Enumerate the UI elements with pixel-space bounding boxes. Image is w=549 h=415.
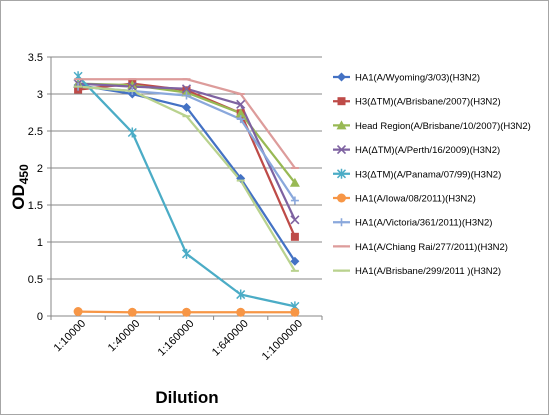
legend-label: HA1(A/Brisbane/299/2011 )(H3N2) [355, 266, 501, 277]
data-point [236, 307, 246, 317]
legend-label: HA1(A/Iowa/08/2011)(H3N2) [355, 194, 476, 205]
data-point [73, 307, 83, 317]
x-tick-label: 1:10000 [52, 318, 89, 355]
data-point [289, 177, 300, 187]
legend-label: HA(ΔTM)(A/Perth/16/2009)(H3N2) [355, 145, 500, 156]
y-tick-label: 0 [37, 311, 43, 323]
y-tick-label: 3 [37, 89, 43, 101]
legend-label: Head Region(A/Brisbane/10/2007)(H3N2) [355, 121, 531, 132]
data-point [236, 115, 245, 124]
x-tick-label: 1:640000 [210, 318, 251, 359]
y-axis-title-sub: 450 [17, 164, 31, 184]
y-tick-label: 2.5 [28, 126, 43, 138]
legend-label: H3(ΔTM)(A/Brisbane/2007)(H3N2) [355, 97, 501, 108]
legend-label: HA1(A/Victoria/361/2011)(H3N2) [355, 218, 492, 229]
data-point [181, 84, 192, 94]
data-point [290, 256, 300, 266]
data-point [127, 80, 138, 90]
x-tick-label: 1:1000000 [260, 318, 305, 363]
data-point [182, 307, 191, 317]
legend-marker [336, 168, 347, 179]
x-tick-label: 1:40000 [106, 318, 143, 355]
y-tick-label: 3.5 [28, 52, 43, 64]
data-point [236, 289, 246, 300]
data-point [290, 196, 299, 205]
x-tick-labels: 1:10000 1:40000 1:160000 1:640000 1:1000000 [52, 318, 305, 363]
y-tick-labels: 0 0.5 1 1.5 2 2.5 3 3.5 [28, 52, 43, 323]
data-point [235, 108, 246, 118]
legend: HA1(A/Wyoming/3/03)(H3N2) H3(ΔTM)(A/Brisb… [333, 72, 531, 277]
y-axis-title-main: OD [9, 184, 28, 210]
data-point [127, 127, 137, 138]
svg-text:OD450: OD450 [9, 164, 31, 210]
data-point [290, 307, 300, 317]
legend-marker [337, 193, 346, 203]
data-point [182, 91, 191, 100]
legend-marker [337, 218, 346, 227]
x-tick-label: 1:160000 [156, 318, 197, 359]
data-point [290, 232, 299, 241]
data-point [127, 307, 137, 317]
y-tick-label: 1.5 [28, 200, 43, 212]
legend-marker [337, 97, 346, 106]
data-point [127, 82, 137, 92]
data-point [182, 102, 191, 112]
series-markers [73, 71, 300, 317]
legend-label: HA1(A/Chiang Rai/277/2011)(H3N2) [355, 242, 508, 253]
legend-marker [336, 120, 347, 130]
data-point [290, 215, 300, 225]
legend-marker [336, 145, 347, 155]
y-tick-label: 2 [37, 163, 43, 175]
legend-label: HA1(A/Wyoming/3/03)(H3N2) [355, 73, 480, 84]
legend-label: H3(ΔTM)(A/Panama/07/99)(H3N2) [355, 169, 501, 180]
x-axis-title: Dilution [155, 388, 218, 407]
series-line [78, 85, 296, 272]
y-tick-label: 0.5 [28, 274, 43, 286]
data-point [236, 99, 246, 109]
y-tick-label: 1 [37, 237, 43, 249]
legend-marker [337, 72, 346, 82]
data-point [181, 248, 192, 259]
y-axis-title: OD450 [9, 164, 31, 210]
